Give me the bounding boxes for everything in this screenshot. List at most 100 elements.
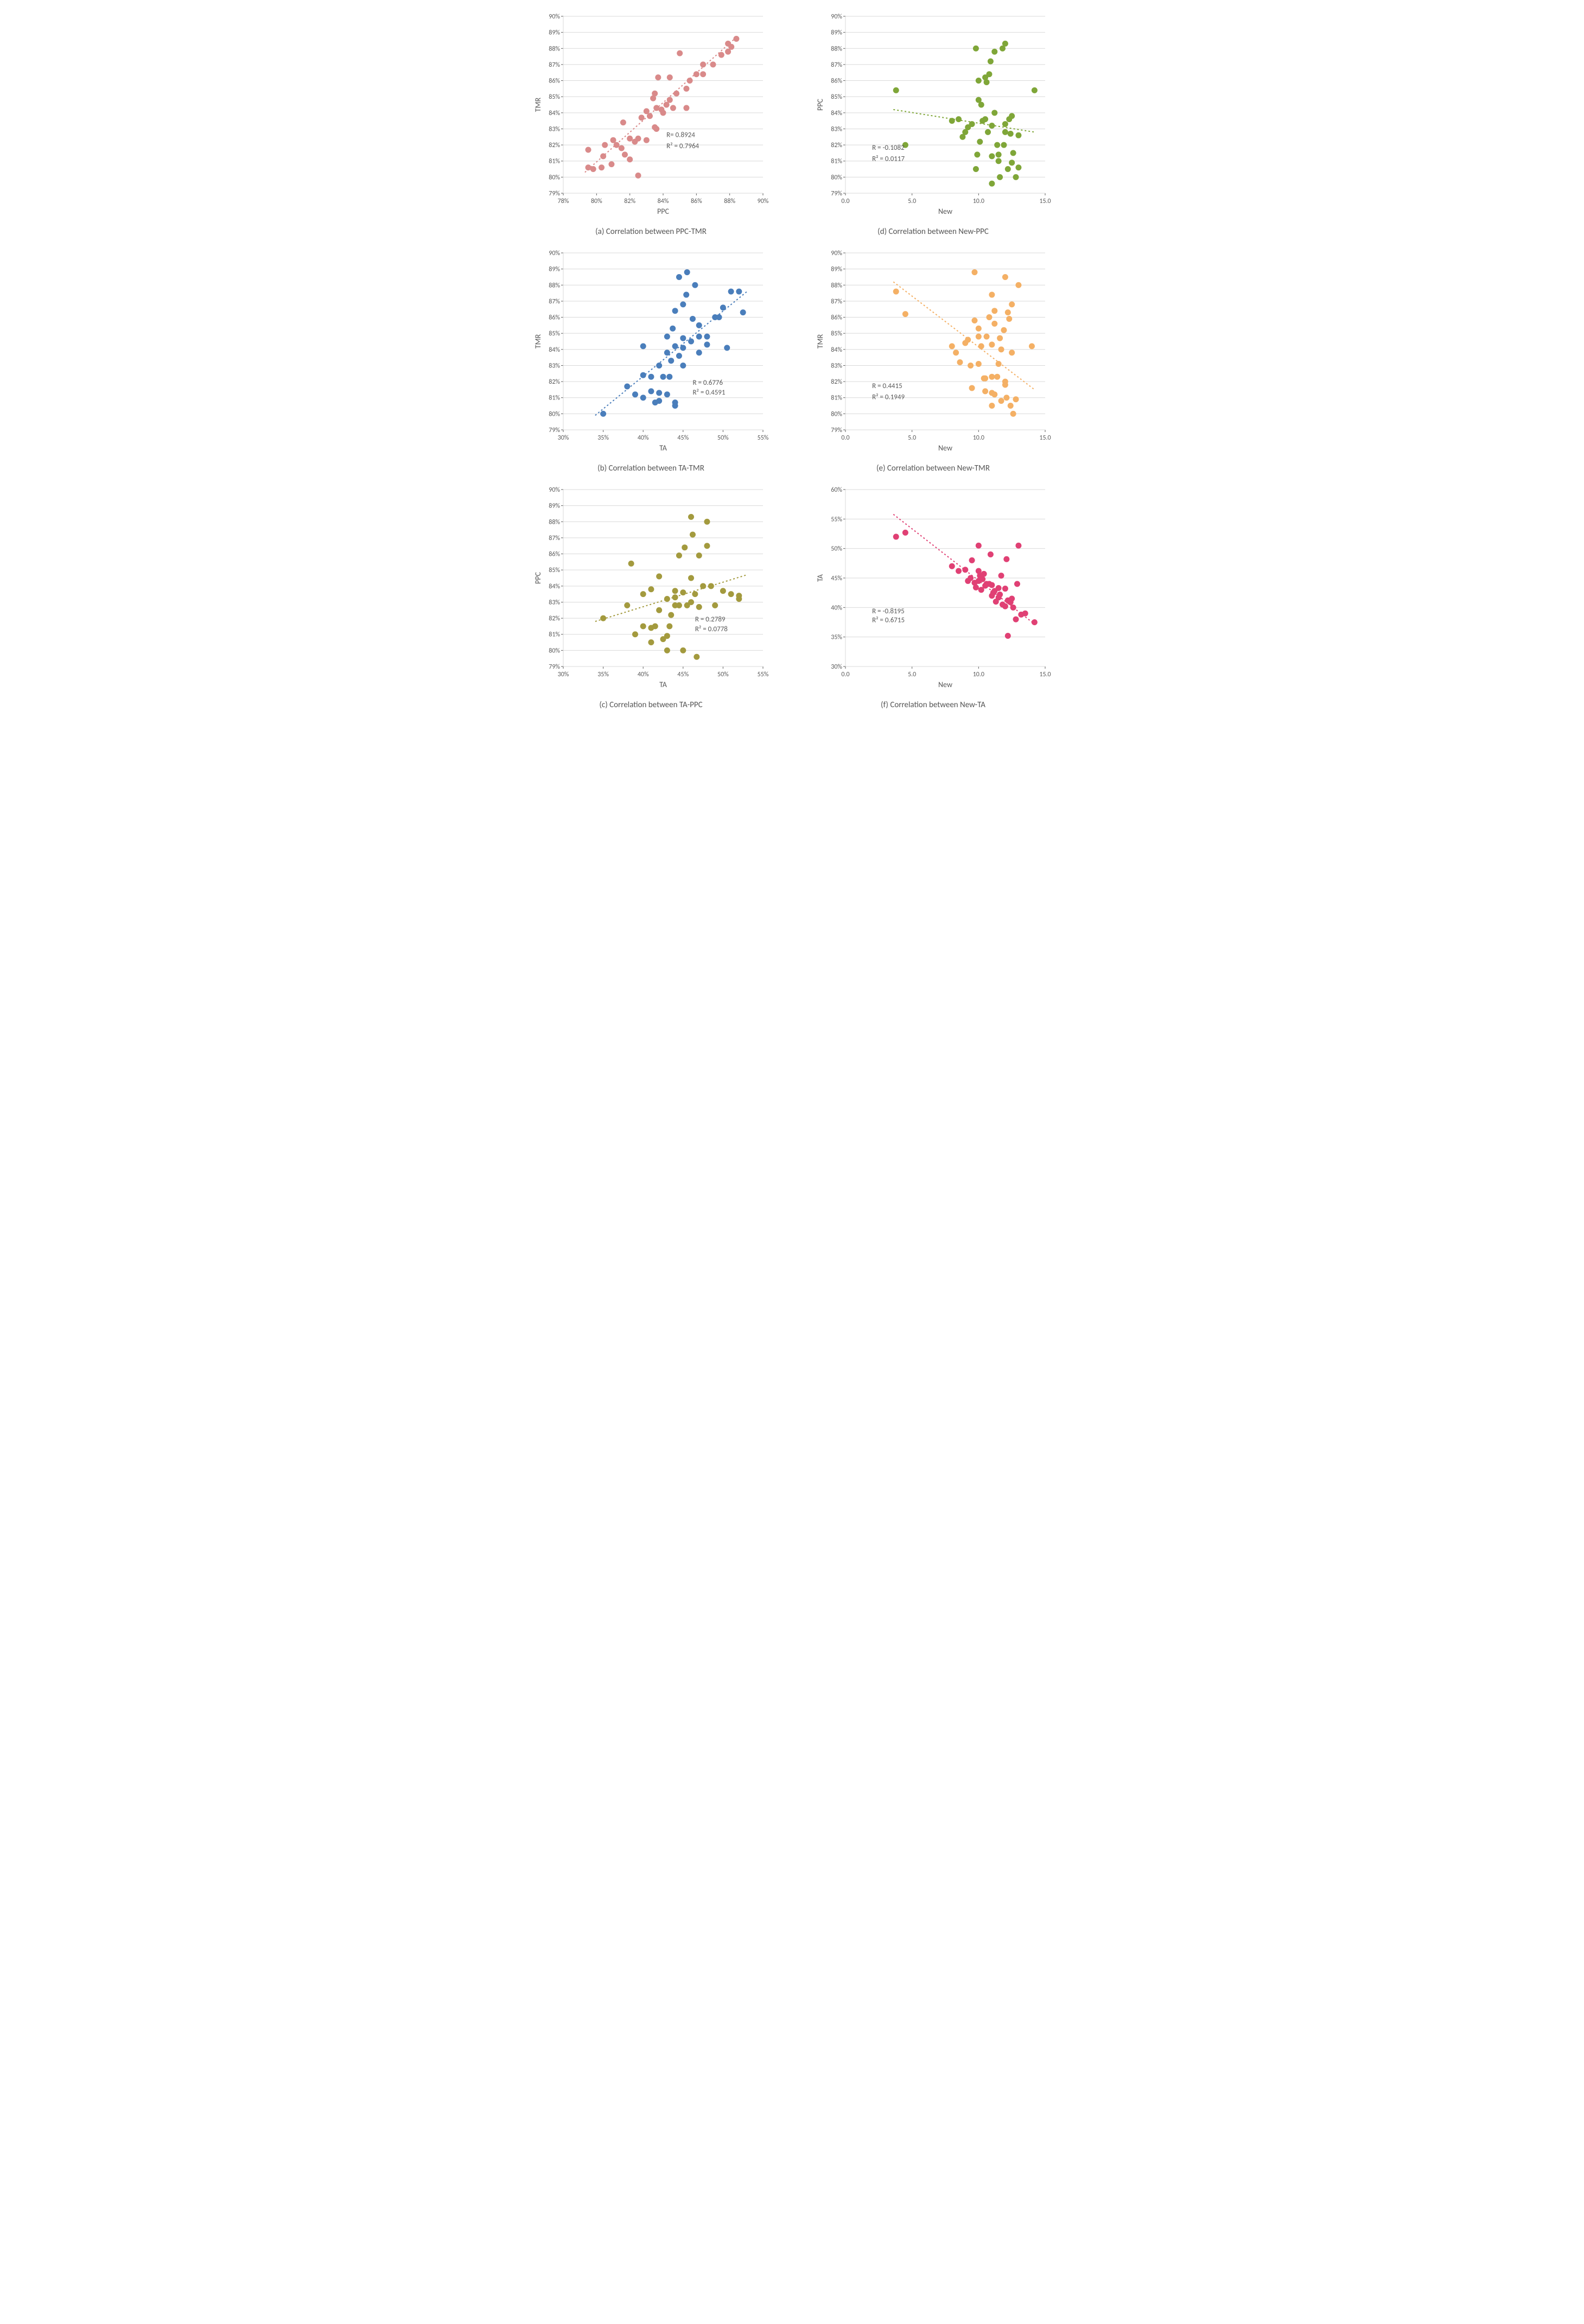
- data-point: [677, 50, 683, 56]
- data-point: [962, 567, 968, 573]
- data-point: [736, 596, 742, 602]
- data-point: [989, 292, 995, 298]
- data-point: [989, 181, 995, 187]
- data-point: [1031, 619, 1037, 625]
- data-point: [1015, 132, 1021, 138]
- svg-text:84%: 84%: [549, 110, 560, 117]
- data-point: [696, 322, 702, 328]
- data-point: [740, 309, 746, 315]
- svg-text:90%: 90%: [831, 250, 842, 257]
- data-point: [688, 339, 694, 345]
- stats-label: R= 0.8924: [666, 131, 695, 139]
- data-point: [600, 615, 606, 621]
- data-point: [635, 136, 641, 142]
- svg-text:5.0: 5.0: [908, 198, 916, 205]
- data-point: [683, 292, 689, 298]
- data-point: [692, 591, 698, 597]
- svg-text:60%: 60%: [831, 486, 842, 494]
- svg-text:85%: 85%: [831, 93, 842, 101]
- svg-text:82%: 82%: [549, 615, 560, 623]
- svg-text:84%: 84%: [831, 110, 842, 117]
- data-point: [1002, 586, 1008, 592]
- svg-text:90%: 90%: [549, 486, 560, 494]
- svg-text:0.0: 0.0: [841, 434, 849, 442]
- svg-text:87%: 87%: [831, 298, 842, 306]
- data-point: [953, 350, 959, 355]
- chart-d: 79%80%81%82%83%84%85%86%87%88%89%90%0.05…: [814, 11, 1053, 223]
- y-axis-label: TMR: [816, 334, 825, 348]
- x-axis-label: TA: [659, 680, 667, 689]
- data-point: [688, 575, 694, 581]
- data-point: [1009, 301, 1015, 307]
- data-point: [664, 334, 670, 340]
- x-axis-label: New: [938, 443, 952, 453]
- svg-text:79%: 79%: [549, 663, 560, 671]
- data-point: [664, 391, 670, 397]
- data-point: [1002, 604, 1008, 609]
- svg-text:80%: 80%: [590, 198, 602, 205]
- data-point: [672, 308, 678, 314]
- data-point: [664, 596, 670, 602]
- data-point: [700, 583, 706, 589]
- data-point: [1009, 350, 1015, 355]
- data-point: [1002, 382, 1008, 388]
- svg-text:84%: 84%: [831, 346, 842, 354]
- data-point: [696, 553, 702, 558]
- svg-text:84%: 84%: [657, 198, 669, 205]
- data-point: [680, 589, 686, 595]
- svg-text:86%: 86%: [831, 314, 842, 322]
- data-point: [1010, 605, 1016, 611]
- y-axis-label: PPC: [816, 99, 825, 111]
- svg-text:0.0: 0.0: [841, 671, 849, 678]
- data-point: [733, 36, 739, 42]
- svg-text:82%: 82%: [831, 142, 842, 149]
- svg-text:90%: 90%: [549, 250, 560, 257]
- chart-panel-e: 79%80%81%82%83%84%85%86%87%88%89%90%0.05…: [803, 247, 1064, 473]
- data-point: [982, 388, 988, 394]
- data-point: [640, 343, 646, 349]
- data-point: [972, 46, 978, 52]
- data-point: [676, 553, 682, 558]
- data-point: [627, 136, 633, 142]
- data-point: [653, 126, 659, 132]
- y-axis-label: TMR: [533, 334, 543, 348]
- data-point: [693, 71, 699, 77]
- data-point: [994, 374, 1000, 380]
- stats-label: R² = 0.6715: [872, 617, 905, 625]
- svg-text:83%: 83%: [549, 599, 560, 606]
- data-point: [672, 399, 678, 405]
- chart-caption: (b) Correlation between TA-TMR: [597, 463, 704, 473]
- data-point: [640, 372, 646, 378]
- svg-text:35%: 35%: [831, 634, 842, 642]
- svg-text:50%: 50%: [831, 545, 842, 553]
- data-point: [998, 346, 1004, 352]
- data-point: [712, 602, 718, 608]
- data-point: [987, 58, 993, 64]
- data-point: [725, 49, 731, 55]
- data-point: [704, 543, 710, 549]
- data-point: [1013, 396, 1019, 402]
- svg-text:84%: 84%: [549, 346, 560, 354]
- data-point: [995, 585, 1001, 591]
- x-axis-label: TA: [659, 443, 667, 453]
- data-point: [971, 269, 977, 275]
- data-point: [680, 345, 686, 351]
- data-point: [978, 102, 984, 108]
- svg-text:86%: 86%: [690, 198, 702, 205]
- data-point: [682, 544, 688, 550]
- svg-text:30%: 30%: [557, 671, 569, 678]
- data-point: [664, 647, 670, 653]
- data-point: [968, 575, 974, 581]
- data-point: [1003, 395, 1009, 401]
- data-point: [664, 350, 670, 355]
- svg-text:86%: 86%: [831, 78, 842, 85]
- chart-panel-b: 79%80%81%82%83%84%85%86%87%88%89%90%30%3…: [521, 247, 781, 473]
- data-point: [977, 139, 983, 145]
- data-point: [724, 345, 730, 351]
- data-point: [680, 301, 686, 307]
- data-point: [670, 326, 676, 332]
- chart-c: 79%80%81%82%83%84%85%86%87%88%89%90%30%3…: [532, 484, 771, 696]
- data-point: [656, 390, 662, 396]
- svg-text:87%: 87%: [831, 61, 842, 69]
- data-point: [1007, 131, 1013, 137]
